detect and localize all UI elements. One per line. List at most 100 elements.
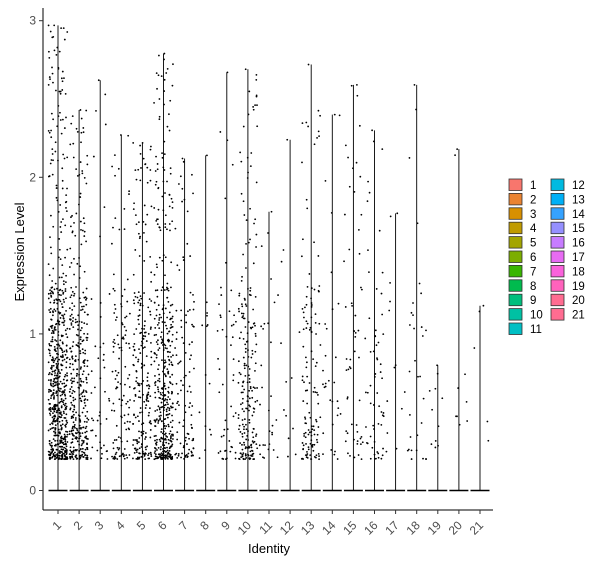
- point: [344, 306, 347, 308]
- point: [354, 335, 357, 338]
- point: [167, 406, 169, 409]
- point: [70, 122, 73, 125]
- point: [66, 458, 68, 460]
- point: [132, 422, 135, 425]
- point: [248, 421, 251, 424]
- point: [61, 342, 64, 345]
- point: [138, 382, 140, 385]
- point: [60, 221, 63, 223]
- legend-key: [508, 308, 523, 321]
- point: [72, 399, 75, 402]
- point: [85, 303, 88, 306]
- point: [76, 440, 79, 443]
- point: [316, 438, 318, 441]
- point: [61, 393, 64, 396]
- point: [317, 289, 320, 292]
- point: [55, 374, 58, 377]
- point: [96, 449, 99, 452]
- point: [158, 377, 161, 380]
- point: [79, 421, 82, 423]
- point: [105, 450, 108, 453]
- point: [80, 243, 83, 246]
- point: [304, 306, 306, 309]
- point: [158, 226, 161, 229]
- point: [149, 429, 152, 431]
- point: [140, 331, 143, 334]
- point: [153, 360, 156, 363]
- point: [69, 362, 72, 365]
- point: [66, 374, 69, 377]
- point: [143, 364, 146, 367]
- point: [171, 443, 174, 446]
- point: [60, 368, 63, 371]
- point: [137, 358, 140, 361]
- point: [237, 307, 240, 310]
- legend-label: 16: [572, 238, 585, 250]
- point: [343, 260, 345, 263]
- point: [53, 301, 56, 304]
- point: [71, 377, 73, 380]
- point: [85, 378, 88, 381]
- point: [160, 387, 163, 390]
- point: [167, 390, 170, 393]
- point: [48, 56, 51, 59]
- point: [74, 449, 77, 451]
- point: [81, 453, 84, 456]
- point: [112, 402, 115, 405]
- legend-label: 7: [530, 266, 536, 278]
- point: [319, 344, 322, 346]
- point: [118, 357, 120, 360]
- point: [163, 384, 166, 387]
- point: [64, 353, 67, 356]
- point: [167, 442, 170, 445]
- point: [82, 127, 85, 129]
- point: [330, 449, 333, 451]
- point: [149, 169, 152, 171]
- point: [324, 385, 327, 388]
- point: [71, 357, 74, 360]
- point: [166, 401, 168, 404]
- point: [128, 193, 130, 195]
- point: [218, 391, 221, 394]
- point: [146, 384, 148, 387]
- point: [393, 366, 396, 369]
- point: [144, 436, 147, 438]
- point: [198, 411, 201, 414]
- point: [135, 356, 137, 359]
- point: [250, 327, 253, 330]
- point: [125, 454, 128, 457]
- point: [81, 229, 84, 232]
- point: [117, 436, 120, 438]
- point: [157, 339, 159, 342]
- point: [50, 394, 53, 397]
- point: [232, 323, 235, 326]
- point: [224, 450, 226, 452]
- point: [75, 286, 77, 288]
- point: [248, 389, 251, 392]
- point: [50, 112, 53, 115]
- point: [139, 396, 142, 399]
- point: [222, 434, 225, 437]
- point: [243, 441, 245, 444]
- point: [168, 432, 171, 435]
- point: [48, 76, 51, 78]
- point: [313, 386, 316, 389]
- point: [380, 411, 383, 413]
- point: [157, 453, 160, 456]
- point: [129, 421, 131, 423]
- legend-label: 6: [530, 252, 536, 264]
- point: [168, 339, 171, 342]
- point: [146, 376, 149, 379]
- point: [83, 452, 86, 454]
- point: [68, 358, 71, 361]
- point: [233, 314, 235, 317]
- point: [64, 373, 67, 376]
- point: [71, 441, 74, 444]
- point: [81, 172, 84, 175]
- point: [239, 452, 242, 455]
- point: [161, 195, 164, 198]
- point: [252, 308, 255, 311]
- point: [53, 328, 56, 331]
- point: [128, 347, 131, 349]
- point: [85, 298, 87, 301]
